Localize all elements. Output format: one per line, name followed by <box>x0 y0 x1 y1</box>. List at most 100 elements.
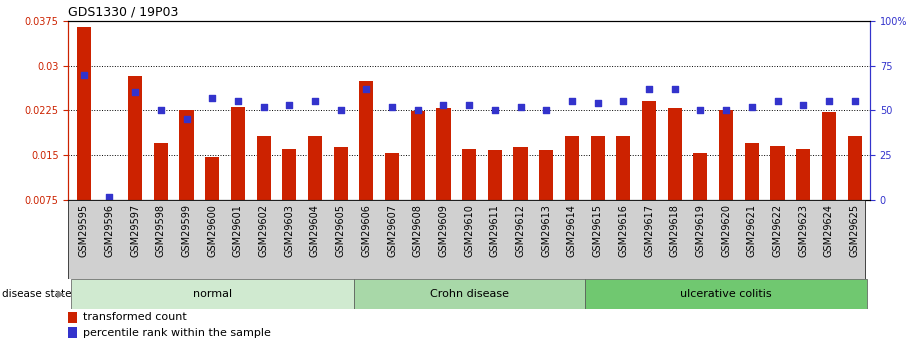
Text: GSM29604: GSM29604 <box>310 204 320 257</box>
Text: GSM29616: GSM29616 <box>619 204 629 257</box>
Bar <box>642 101 656 245</box>
Bar <box>68 327 77 338</box>
Bar <box>154 143 168 245</box>
Bar <box>77 27 91 245</box>
Point <box>590 100 605 106</box>
Text: GSM29603: GSM29603 <box>284 204 294 257</box>
Text: GSM29611: GSM29611 <box>490 204 500 257</box>
Bar <box>822 112 836 245</box>
Point <box>744 104 759 110</box>
Text: GDS1330 / 19P03: GDS1330 / 19P03 <box>68 5 179 18</box>
Text: GSM29622: GSM29622 <box>773 204 783 257</box>
Point <box>128 90 142 95</box>
Point <box>770 99 784 104</box>
Bar <box>796 149 810 245</box>
Bar <box>585 279 867 309</box>
Bar <box>539 150 553 245</box>
Text: normal: normal <box>192 289 231 299</box>
Bar <box>205 157 220 245</box>
Text: GSM29599: GSM29599 <box>181 204 191 257</box>
Bar <box>719 110 733 245</box>
Point <box>282 102 297 108</box>
Text: GSM29615: GSM29615 <box>593 204 603 257</box>
Point <box>693 108 708 113</box>
Point <box>333 108 348 113</box>
Text: disease state: disease state <box>2 289 71 299</box>
Text: percentile rank within the sample: percentile rank within the sample <box>83 328 271 338</box>
Point <box>154 108 169 113</box>
Point <box>719 108 733 113</box>
Text: GSM29600: GSM29600 <box>207 204 217 257</box>
Bar <box>179 110 194 245</box>
Point <box>411 108 425 113</box>
Point <box>77 72 91 77</box>
Text: GSM29610: GSM29610 <box>465 204 474 257</box>
Text: GSM29595: GSM29595 <box>78 204 88 257</box>
Bar <box>257 136 271 245</box>
Text: GSM29607: GSM29607 <box>387 204 397 257</box>
Bar <box>565 136 579 245</box>
Text: GSM29606: GSM29606 <box>362 204 372 257</box>
Text: GSM29613: GSM29613 <box>541 204 551 257</box>
Point <box>359 86 374 92</box>
Bar <box>68 312 77 323</box>
Text: GSM29596: GSM29596 <box>105 204 115 257</box>
Point <box>487 108 502 113</box>
Text: GSM29620: GSM29620 <box>722 204 732 257</box>
Bar <box>128 76 142 245</box>
Text: GSM29601: GSM29601 <box>233 204 243 257</box>
Text: GSM29609: GSM29609 <box>438 204 448 257</box>
Point <box>539 108 554 113</box>
Point <box>641 86 656 92</box>
Point <box>179 117 194 122</box>
Bar <box>668 108 681 245</box>
Point <box>462 102 476 108</box>
Text: transformed count: transformed count <box>83 313 187 323</box>
Point <box>513 104 527 110</box>
Text: GSM29612: GSM29612 <box>516 204 526 257</box>
Bar <box>359 80 374 245</box>
Bar <box>102 200 117 245</box>
Point <box>102 194 117 199</box>
Text: GSM29619: GSM29619 <box>695 204 705 257</box>
Point <box>847 99 862 104</box>
Point <box>308 99 322 104</box>
Bar <box>847 136 862 245</box>
Text: GSM29605: GSM29605 <box>335 204 345 257</box>
Bar <box>436 108 451 245</box>
Bar <box>590 136 605 245</box>
Text: GSM29608: GSM29608 <box>413 204 423 257</box>
Bar <box>487 150 502 245</box>
Bar <box>616 136 630 245</box>
Bar <box>514 147 527 245</box>
Text: GSM29598: GSM29598 <box>156 204 166 257</box>
Bar <box>71 279 353 309</box>
Text: GSM29602: GSM29602 <box>259 204 269 257</box>
Point <box>668 86 682 92</box>
Text: GSM29617: GSM29617 <box>644 204 654 257</box>
Bar <box>230 107 245 245</box>
Point <box>256 104 271 110</box>
Bar <box>462 149 476 245</box>
Bar <box>411 111 425 245</box>
Text: GSM29614: GSM29614 <box>567 204 577 257</box>
Bar <box>693 153 708 245</box>
Bar <box>333 147 348 245</box>
Text: GSM29618: GSM29618 <box>670 204 680 257</box>
Point <box>796 102 811 108</box>
Text: GSM29621: GSM29621 <box>747 204 757 257</box>
Text: Crohn disease: Crohn disease <box>430 289 508 299</box>
Bar <box>745 143 759 245</box>
Point <box>822 99 836 104</box>
Bar <box>308 136 322 245</box>
Text: ulcerative colitis: ulcerative colitis <box>681 289 772 299</box>
Text: GSM29597: GSM29597 <box>130 204 140 257</box>
Point <box>616 99 630 104</box>
Bar <box>353 279 585 309</box>
Bar <box>771 146 784 245</box>
Text: GSM29625: GSM29625 <box>850 204 860 257</box>
Point <box>565 99 579 104</box>
Text: GSM29624: GSM29624 <box>824 204 834 257</box>
Text: ▶: ▶ <box>56 289 64 299</box>
Point <box>436 102 451 108</box>
